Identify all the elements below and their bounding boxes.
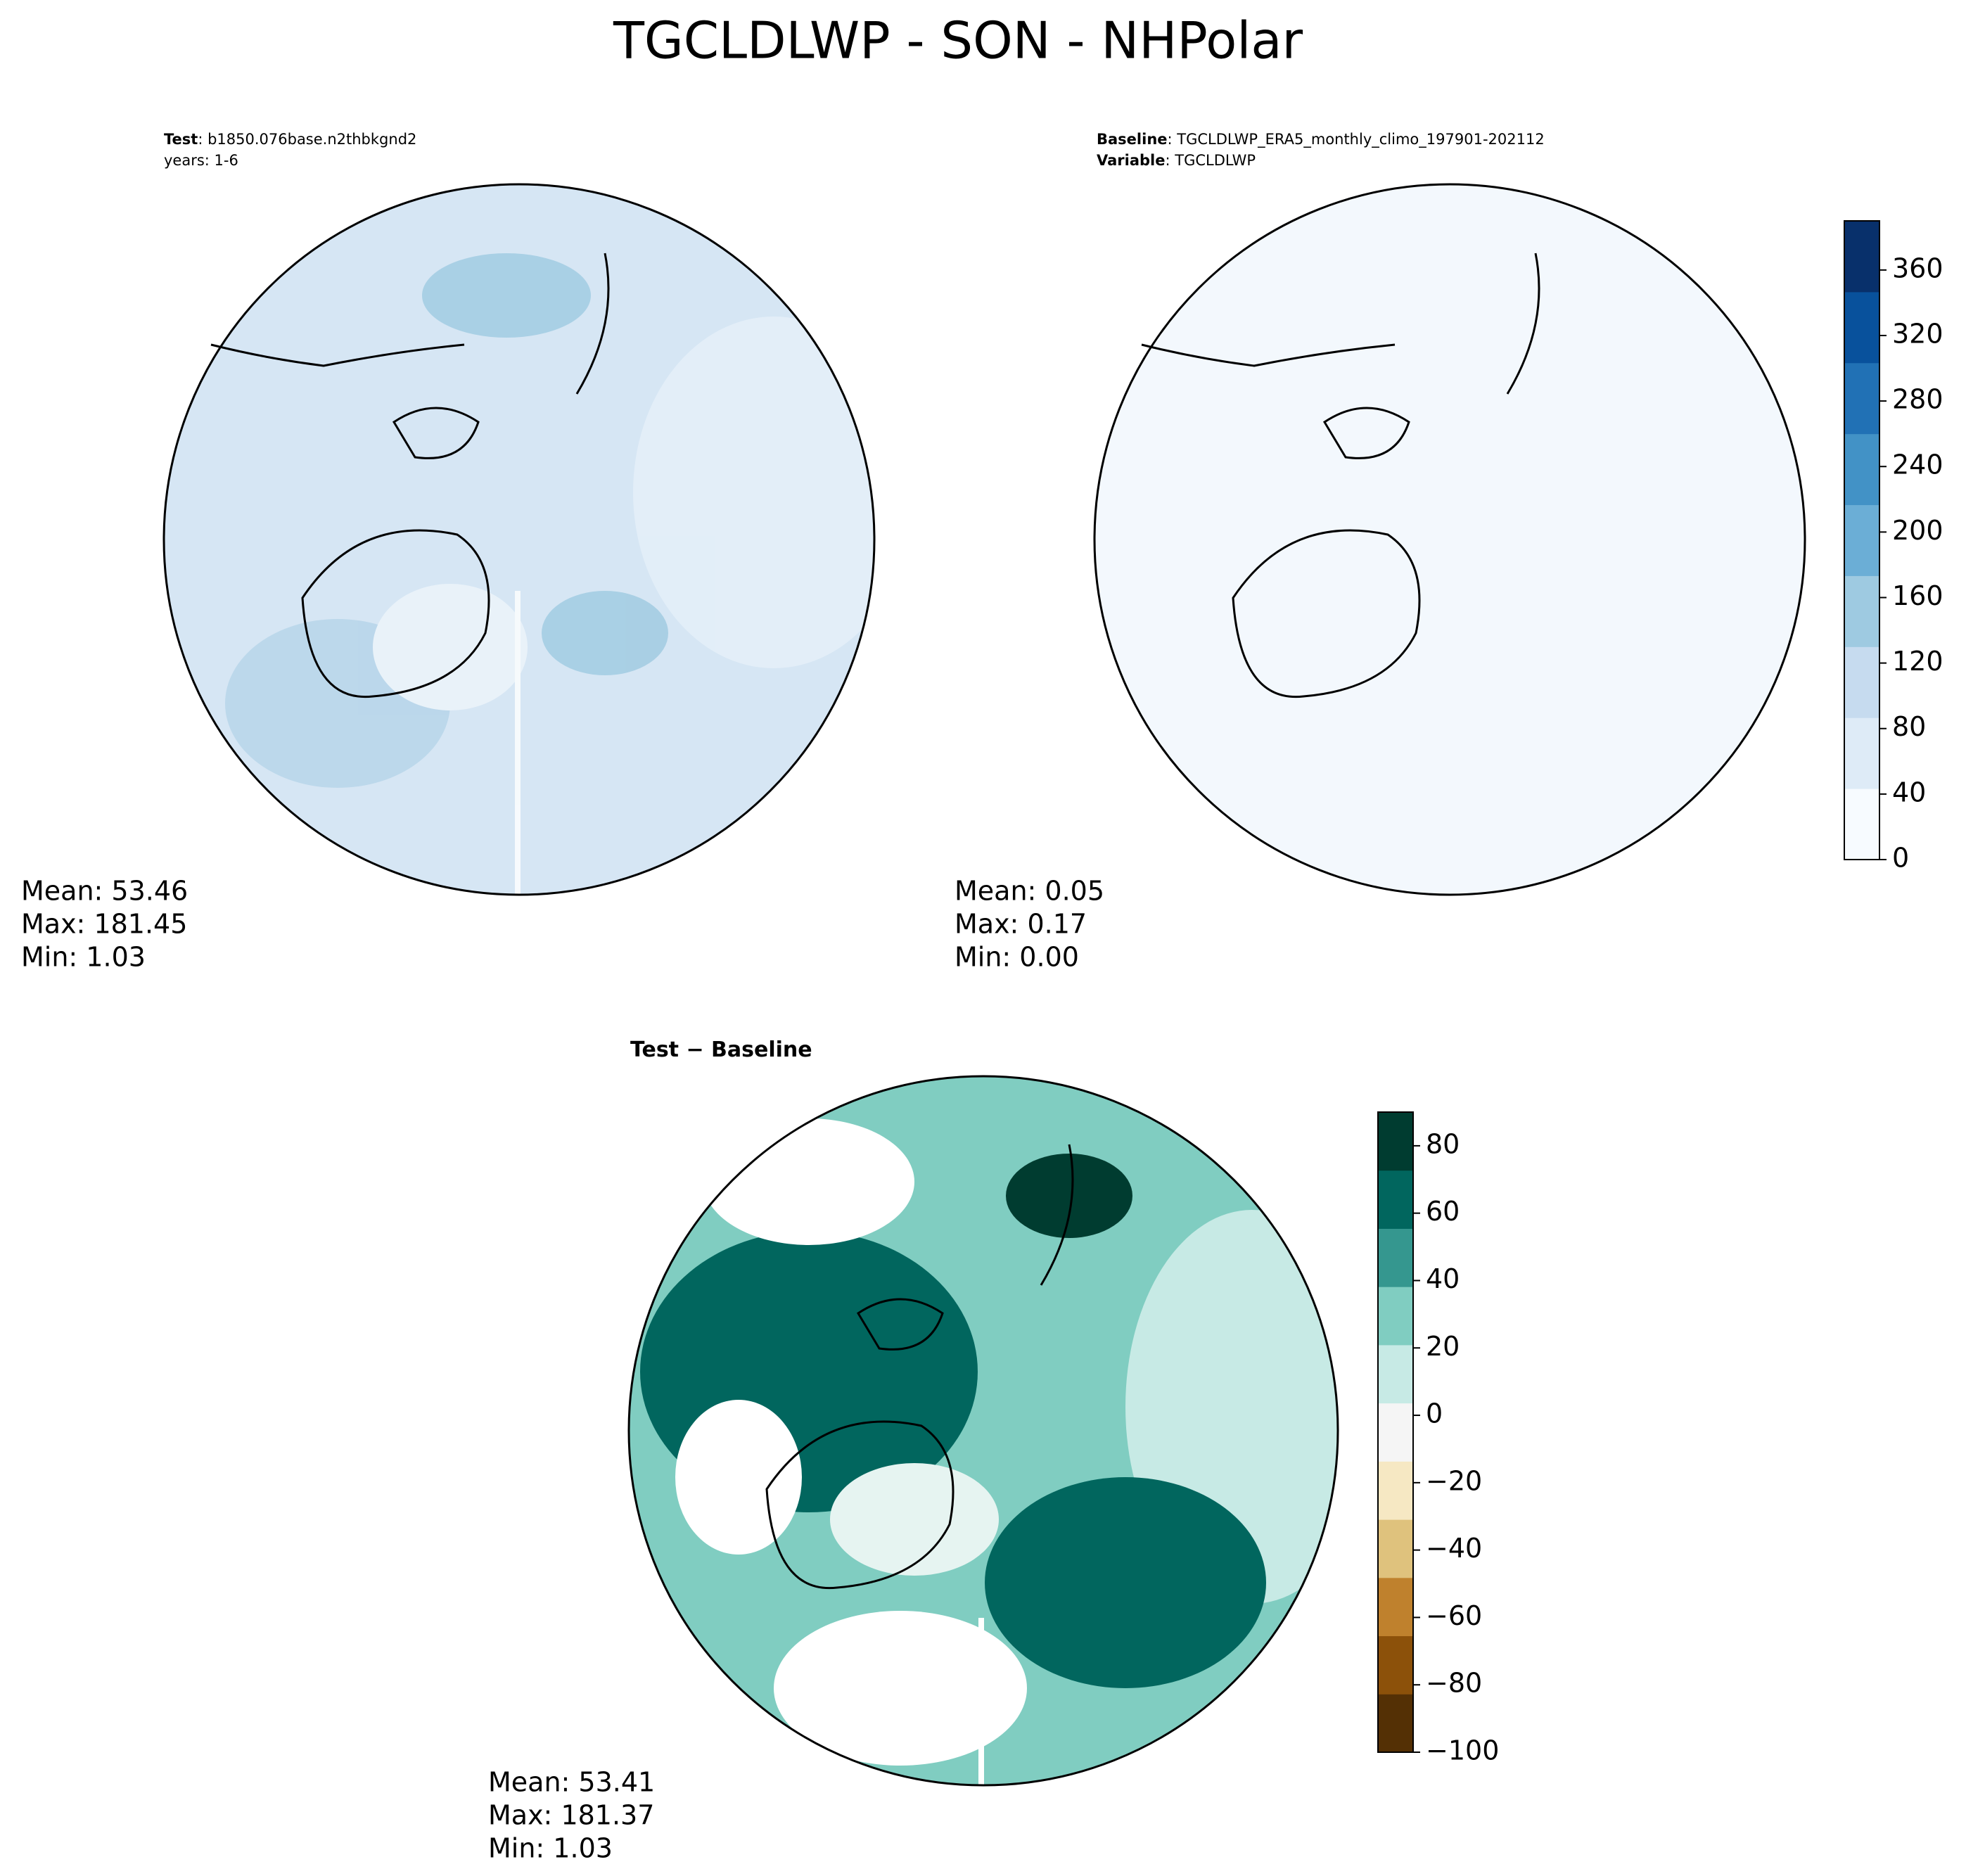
- header-label: Test: [164, 131, 198, 148]
- colorbar-tick-label: −100: [1426, 1735, 1499, 1766]
- colorbar-swatch: [1844, 433, 1879, 506]
- colorbar-tick-label: 320: [1892, 318, 1943, 349]
- colorbar-tick-label: −40: [1426, 1533, 1482, 1564]
- colorbar-tick-label: 0: [1892, 843, 1909, 874]
- stat-text: Mean: 53.46: [21, 876, 188, 907]
- colorbar-tick-label: 0: [1426, 1398, 1443, 1429]
- colorbar-swatch: [1844, 646, 1879, 718]
- colorbar-tick-label: 120: [1892, 646, 1943, 677]
- colorbar-swatch: [1844, 291, 1879, 364]
- colorbar-tick-label: 200: [1892, 515, 1943, 546]
- panel-header: Variable: TGCLDLWP: [1097, 152, 1256, 169]
- colorbar-swatch: [1378, 1577, 1413, 1637]
- map-test: [162, 183, 876, 896]
- header-text: : TGCLDLWP: [1165, 152, 1256, 169]
- colorbar-swatch: [1844, 789, 1879, 860]
- colorbar-swatch: [1378, 1112, 1413, 1171]
- colorbar-swatch: [1378, 1170, 1413, 1229]
- colorbar-tick-label: 80: [1426, 1128, 1460, 1159]
- colorbar-swatch: [1844, 221, 1879, 293]
- colorbar-tick-label: 40: [1426, 1263, 1460, 1294]
- stat-text: Min: 1.03: [488, 1833, 613, 1864]
- colorbar-tick-label: 240: [1892, 449, 1943, 480]
- map-difference: [627, 1075, 1339, 1787]
- stat-text: Mean: 0.05: [955, 876, 1104, 907]
- colorbar-swatch: [1378, 1519, 1413, 1578]
- panel-header: years: 1-6: [164, 152, 238, 169]
- figure-title: TGCLDLWP - SON - NHPolar: [613, 11, 1303, 70]
- header-label: Test − Baseline: [630, 1038, 812, 1062]
- header-text: : TGCLDLWP_ERA5_monthly_climo_197901-202…: [1168, 131, 1545, 148]
- colorbar-swatch: [1378, 1461, 1413, 1520]
- dynamic-layer: Test: b1850.076base.n2thbkgnd2 years: 1-6…: [21, 131, 1943, 1864]
- colorbar-tick-label: 160: [1892, 580, 1943, 611]
- panel-header: Test: b1850.076base.n2thbkgnd2: [164, 131, 416, 148]
- colorbar-swatch: [1844, 717, 1879, 789]
- colorbar-tick-label: 60: [1426, 1196, 1460, 1227]
- colorbar-swatch: [1378, 1403, 1413, 1462]
- colorbar-tick-label: −60: [1426, 1600, 1482, 1631]
- stat-text: Min: 1.03: [21, 942, 146, 973]
- stat-text: Max: 181.45: [21, 909, 187, 940]
- colorbar-swatch: [1844, 362, 1879, 435]
- panel-header: Baseline: TGCLDLWP_ERA5_monthly_climo_19…: [1097, 131, 1545, 148]
- colorbar-swatch: [1378, 1228, 1413, 1287]
- colorbar-frame: [1377, 1111, 1414, 1753]
- colorbar-tick-label: 360: [1892, 253, 1943, 283]
- colorbar-tick-label: 280: [1892, 384, 1943, 415]
- map-baseline: [1093, 183, 1806, 896]
- colorbar-swatch: [1378, 1635, 1413, 1695]
- colorbar-tick-label: 20: [1426, 1331, 1460, 1362]
- colorbar-swatch: [1378, 1287, 1413, 1346]
- header-label: Baseline: [1097, 131, 1168, 148]
- header-text: : b1850.076base.n2thbkgnd2: [198, 131, 416, 148]
- stat-text: Mean: 53.41: [488, 1767, 655, 1798]
- stat-text: Min: 0.00: [955, 942, 1079, 973]
- stat-text: Max: 0.17: [955, 909, 1087, 940]
- colorbar-swatch: [1378, 1694, 1413, 1753]
- colorbar-tick-label: −80: [1426, 1668, 1482, 1699]
- colorbar-tick-label: 80: [1892, 711, 1926, 742]
- header-label: Variable: [1097, 152, 1165, 169]
- colorbar-tick-label: −20: [1426, 1465, 1482, 1496]
- colorbar-swatch: [1378, 1344, 1413, 1404]
- colorbar-frame: [1844, 220, 1880, 860]
- panel-header: Test − Baseline: [630, 1038, 812, 1062]
- colorbar-tick-label: 40: [1892, 777, 1926, 808]
- header-text: years: 1-6: [164, 152, 238, 169]
- stat-text: Max: 181.37: [488, 1800, 654, 1831]
- colorbar-swatch: [1844, 575, 1879, 647]
- colorbar-swatch: [1844, 504, 1879, 576]
